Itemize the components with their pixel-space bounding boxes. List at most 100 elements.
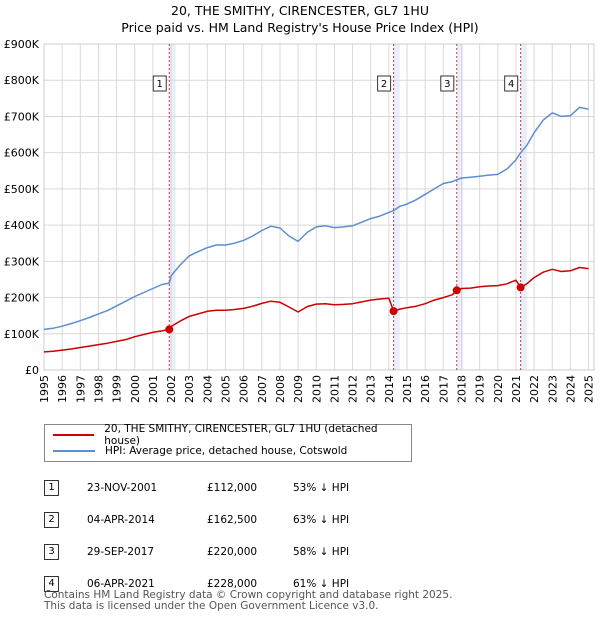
sale-price: £220,000 xyxy=(207,546,258,558)
sale-lines xyxy=(168,44,522,370)
sale-hpi-diff: 61% ↓ HPI xyxy=(293,578,350,590)
x-tick-label: 1996 xyxy=(56,375,69,403)
sales-table: 1 23-NOV-2001 £112,000 53% ↓ HPI 2 04-AP… xyxy=(44,472,393,600)
y-tick-label: £200K xyxy=(4,292,40,305)
x-tick-label: 2008 xyxy=(274,375,287,403)
x-tick-label: 1998 xyxy=(92,375,105,403)
x-tick-label: 2024 xyxy=(564,375,577,403)
sale-date: 06-APR-2021 xyxy=(87,578,155,590)
sale-bands xyxy=(169,44,527,370)
sale-point xyxy=(389,307,398,316)
plot-frame xyxy=(43,43,595,371)
x-tick-label: 2016 xyxy=(419,375,432,403)
y-tick-label: £300K xyxy=(4,255,40,268)
sale-point xyxy=(516,283,525,292)
legend-swatch-property xyxy=(53,434,95,436)
legend-swatch-hpi xyxy=(53,450,95,452)
x-tick-label: 2014 xyxy=(383,375,396,403)
y-tick-label: £0 xyxy=(25,364,39,377)
sale-hpi-diff: 53% ↓ HPI xyxy=(293,482,350,494)
sale-number-box: 2 xyxy=(44,512,59,528)
sale-number-box: 3 xyxy=(44,544,59,560)
sale-price: £162,500 xyxy=(207,514,258,526)
x-tick-label: 2022 xyxy=(528,375,541,403)
y-tick-label: £500K xyxy=(4,183,40,196)
x-tick-label: 2001 xyxy=(147,375,160,403)
sale-point xyxy=(452,286,461,295)
x-tick-label: 2015 xyxy=(401,375,414,403)
x-tick-label: 2011 xyxy=(328,375,341,403)
sale-price: £228,000 xyxy=(207,578,258,590)
property-price-line xyxy=(43,266,589,353)
table-row: 1 23-NOV-2001 £112,000 53% ↓ HPI xyxy=(44,472,393,504)
sale-number-box: 1 xyxy=(44,480,59,496)
x-tick-label: 2021 xyxy=(510,375,523,403)
sale-band xyxy=(456,44,464,370)
sale-date: 23-NOV-2001 xyxy=(87,482,158,494)
sale-band xyxy=(169,44,176,370)
sale-label-boxes: 1 2 3 4 xyxy=(152,75,519,92)
x-tick-label: 2023 xyxy=(546,375,559,403)
price-chart: 1 2 3 4 £0 £100K £200K £300K £400K £500K £600K £70… xyxy=(4,38,596,403)
x-tick-label: 2003 xyxy=(183,375,196,403)
table-row: 3 29-SEP-2017 £220,000 58% ↓ HPI xyxy=(44,536,393,568)
sale-points xyxy=(165,283,525,334)
x-tick-label: 2005 xyxy=(220,375,233,403)
x-tick-label: 1999 xyxy=(111,375,124,403)
chart-title-line-1: 20, THE SMITHY, CIRENCESTER, GL7 1HU xyxy=(171,3,429,18)
sale-label-number: 1 xyxy=(157,79,163,90)
sale-number-box: 4 xyxy=(44,576,59,592)
x-tick-label: 2004 xyxy=(201,375,214,403)
sale-label-number: 2 xyxy=(381,79,387,90)
sale-point xyxy=(165,325,174,334)
sale-label-box xyxy=(440,75,455,92)
footer-line-2: This data is licensed under the Open Gov… xyxy=(44,600,379,612)
chart-title-line-2: Price paid vs. HM Land Registry's House … xyxy=(121,20,479,35)
sale-date: 04-APR-2014 xyxy=(87,514,155,526)
series-lines xyxy=(43,106,589,353)
x-tick-label: 1997 xyxy=(74,375,87,403)
sale-hpi-diff: 58% ↓ HPI xyxy=(293,546,350,558)
sale-band xyxy=(520,44,527,370)
sale-label-box xyxy=(504,75,519,92)
sale-label-number: 4 xyxy=(508,79,514,90)
hpi-line xyxy=(43,106,589,331)
sale-price: £112,000 xyxy=(207,482,258,494)
chart-legend: 20, THE SMITHY, CIRENCESTER, GL7 1HU (de… xyxy=(44,423,412,462)
sale-hpi-diff: 63% ↓ HPI xyxy=(293,514,350,526)
x-tick-label: 2006 xyxy=(238,375,251,403)
sale-date: 29-SEP-2017 xyxy=(87,546,155,558)
legend-label-hpi: HPI: Average price, detached house, Cots… xyxy=(105,445,348,457)
legend-label-property: 20, THE SMITHY, CIRENCESTER, GL7 1HU (de… xyxy=(104,423,378,447)
sale-band xyxy=(393,44,400,370)
x-tick-label: 2018 xyxy=(455,375,468,403)
sale-label-number: 3 xyxy=(444,79,450,90)
grid-lines xyxy=(43,43,595,371)
x-tick-label: 2012 xyxy=(347,375,360,403)
y-tick-label: £800K xyxy=(4,74,40,87)
y-tick-label: £600K xyxy=(4,147,40,160)
x-tick-label: 2013 xyxy=(365,375,378,403)
x-tick-label: 2025 xyxy=(583,375,596,403)
x-tick-label: 2000 xyxy=(129,375,142,403)
x-tick-label: 2009 xyxy=(292,375,305,403)
x-tick-label: 2020 xyxy=(492,375,505,403)
x-tick-label: 2007 xyxy=(256,375,269,403)
x-tick-label: 2010 xyxy=(310,375,323,403)
table-row: 4 06-APR-2021 £228,000 61% ↓ HPI xyxy=(44,568,393,600)
y-tick-label: £100K xyxy=(4,328,40,341)
x-tick-label: 2017 xyxy=(437,375,450,403)
sale-label-box xyxy=(152,75,167,92)
chart-title: 20, THE SMITHY, CIRENCESTER, GL7 1HU Pri… xyxy=(0,2,600,36)
x-tick-label: 2002 xyxy=(165,375,178,403)
footer-line-1: Contains HM Land Registry data © Crown c… xyxy=(44,589,453,601)
sale-label-box xyxy=(377,75,392,92)
x-tick-label: 1995 xyxy=(38,375,51,403)
y-axis-ticks: £0 £100K £200K £300K £400K £500K £600K £700K £80… xyxy=(4,38,40,377)
table-row: 2 04-APR-2014 £162,500 63% ↓ HPI xyxy=(44,504,393,536)
footer-attribution: Contains HM Land Registry data © Crown c… xyxy=(44,590,452,612)
y-tick-label: £400K xyxy=(4,219,40,232)
legend-item-property: 20, THE SMITHY, CIRENCESTER, GL7 1HU (de… xyxy=(53,423,411,447)
y-tick-label: £700K xyxy=(4,110,40,123)
legend-item-hpi: HPI: Average price, detached house, Cots… xyxy=(53,444,347,458)
